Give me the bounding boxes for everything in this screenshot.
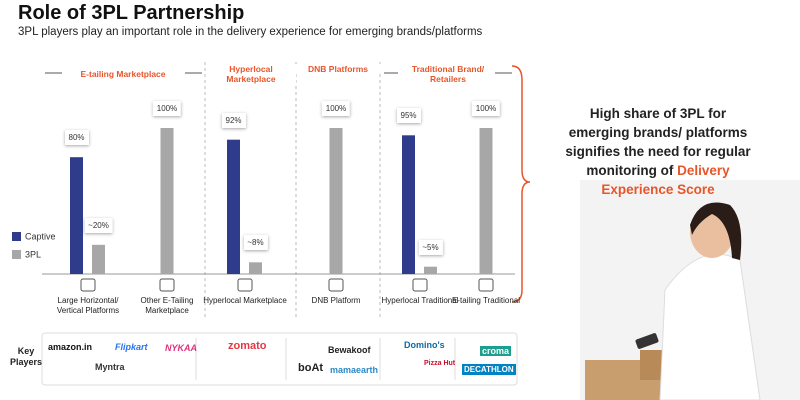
- bar: [70, 157, 83, 274]
- callout: High share of 3PL for emerging brands/ p…: [548, 104, 768, 199]
- brand: Domino's: [404, 340, 445, 350]
- group-label: Hyperlocal Marketplace: [206, 64, 296, 84]
- bar: [329, 128, 343, 274]
- x-tick-label: DNB Platform: [311, 296, 361, 305]
- legend-label: 3PL: [25, 249, 41, 259]
- callout-text: monitoring of: [586, 163, 674, 178]
- key-players-box: [41, 332, 518, 386]
- legend-label: Captive: [25, 231, 56, 241]
- subtitle: 3PL players play an important role in th…: [18, 26, 483, 38]
- brand: Myntra: [95, 362, 125, 372]
- group-label: DNB Platforms: [293, 64, 383, 74]
- value-label: 100%: [471, 101, 501, 116]
- brand: amazon.in: [48, 342, 93, 352]
- value-label: 95%: [396, 108, 421, 124]
- brand: croma: [480, 346, 512, 356]
- brand: boAt: [298, 362, 324, 374]
- title: Role of 3PL Partnership: [18, 2, 245, 24]
- bar: [160, 128, 174, 274]
- brace: [511, 65, 531, 303]
- x-tick-label: Hyperlocal Traditional: [381, 296, 459, 305]
- category-icon: [237, 278, 253, 292]
- phone: [635, 333, 659, 349]
- person-hair: [690, 202, 742, 260]
- x-tick-label: E-tailing Traditional: [451, 296, 521, 305]
- value-label: 100%: [152, 101, 182, 116]
- brand: NYKAA: [165, 343, 198, 353]
- bar: [479, 128, 493, 274]
- bar: [92, 244, 105, 274]
- legend-swatch: [12, 250, 21, 259]
- category-icon: [159, 278, 175, 292]
- brand: zomato: [228, 340, 267, 352]
- x-tick-label: Large Horizontal/ Vertical Platforms: [56, 296, 120, 315]
- value-label: ~8%: [243, 235, 268, 251]
- category-icon: [80, 278, 96, 292]
- bar: [402, 135, 415, 274]
- group-label: E-tailing Marketplace: [78, 69, 168, 79]
- callout-line: signifies the need for regular: [565, 144, 751, 159]
- brand: DECATHLON: [462, 364, 516, 375]
- brand: Flipkart: [115, 342, 148, 352]
- category-icon: [478, 278, 494, 292]
- category-icon: [412, 278, 428, 292]
- value-label: 100%: [321, 101, 351, 116]
- group-label: Traditional Brand/ Retailers: [403, 64, 493, 84]
- brand: mamaearth: [330, 365, 379, 375]
- callout-line: High share of 3PL for: [589, 106, 727, 121]
- x-tick-label: Other E-Tailing Marketplace: [140, 296, 194, 315]
- x-tick-label: Hyperlocal Marketplace: [203, 296, 287, 305]
- value-label: ~20%: [84, 217, 113, 233]
- bar: [227, 139, 240, 274]
- bar: [424, 266, 437, 274]
- value-label: ~5%: [418, 239, 443, 255]
- bar: [249, 262, 262, 274]
- value-label: 80%: [64, 130, 89, 146]
- brand: Pizza Hut: [424, 360, 456, 367]
- brand: Bewakoof: [328, 345, 371, 355]
- callout-line: emerging brands/ platforms: [568, 125, 748, 140]
- callout-line: monitoring of Delivery: [548, 161, 768, 180]
- callout-highlight: Experience Score: [601, 182, 715, 197]
- key-players-label: Key Players: [10, 346, 43, 367]
- category-icon: [328, 278, 344, 292]
- legend-swatch: [12, 232, 21, 241]
- callout-highlight: Delivery: [677, 163, 730, 178]
- value-label: 92%: [221, 112, 246, 128]
